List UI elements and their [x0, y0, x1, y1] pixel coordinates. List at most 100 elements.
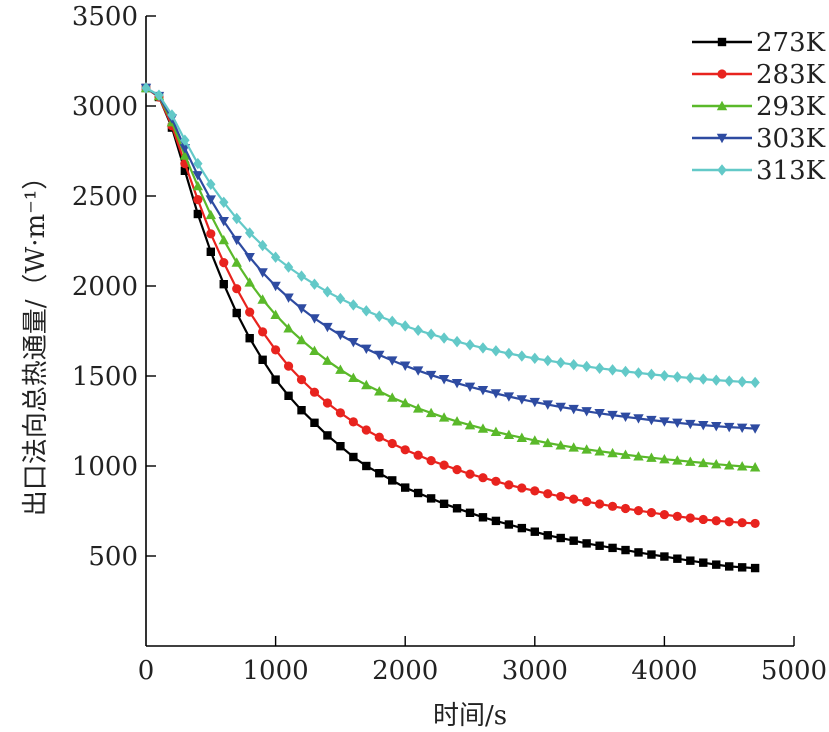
data-point	[296, 304, 307, 314]
data-point	[633, 506, 644, 516]
data-point	[322, 322, 333, 333]
data-point	[465, 469, 475, 479]
data-point	[464, 382, 476, 392]
legend-label: 303K	[756, 124, 826, 154]
data-point	[374, 386, 385, 396]
x-tick-label: 0	[138, 656, 155, 686]
data-point	[374, 310, 384, 322]
x-tick-label: 3000	[502, 656, 568, 686]
data-point	[244, 253, 255, 263]
data-point	[646, 508, 657, 518]
data-point	[218, 234, 229, 245]
data-point	[504, 520, 514, 529]
data-point	[231, 235, 242, 246]
series-313K	[141, 82, 760, 389]
data-point	[556, 356, 566, 369]
data-point	[232, 284, 242, 294]
data-point	[322, 286, 333, 298]
data-point	[374, 350, 385, 361]
data-point	[555, 402, 566, 413]
data-point	[205, 195, 216, 205]
data-point	[711, 422, 722, 432]
data-point	[516, 432, 528, 442]
data-point	[647, 550, 656, 559]
data-point	[309, 345, 320, 355]
data-point	[478, 342, 488, 354]
data-point	[206, 229, 216, 239]
data-point	[672, 371, 683, 383]
data-point	[219, 258, 229, 268]
data-point	[309, 278, 320, 290]
data-point	[335, 408, 345, 418]
data-point	[412, 403, 424, 413]
data-point	[349, 452, 358, 462]
data-point	[412, 366, 424, 376]
data-point	[685, 513, 695, 523]
data-point	[283, 361, 294, 371]
data-point	[750, 518, 760, 529]
data-point	[141, 82, 151, 94]
y-tick-label: 3500	[72, 2, 138, 32]
data-point	[296, 270, 307, 282]
legend-label: 313K	[756, 156, 826, 186]
x-tick-label: 2000	[372, 656, 438, 686]
data-point	[244, 277, 255, 287]
data-point	[736, 461, 748, 471]
data-point	[620, 412, 631, 423]
data-point	[607, 410, 618, 421]
data-point	[309, 314, 320, 324]
data-point	[517, 523, 527, 533]
data-point	[296, 375, 307, 385]
data-point	[633, 367, 644, 379]
data-point	[284, 391, 293, 400]
data-point	[362, 461, 371, 471]
data-point	[348, 372, 359, 382]
data-point	[594, 362, 605, 374]
data-point	[323, 431, 332, 440]
data-point	[620, 503, 631, 514]
data-point	[465, 339, 475, 351]
data-point	[659, 369, 670, 382]
data-point	[517, 483, 527, 493]
series-273K	[141, 83, 760, 573]
data-point	[425, 407, 437, 418]
data-point	[556, 533, 565, 543]
data-point	[400, 445, 410, 455]
data-point	[232, 212, 242, 225]
data-point	[672, 455, 683, 465]
axes: 0 1000 2000 3000 4000 5000 500 1000 1500 2000 2500…	[72, 2, 827, 686]
data-point	[232, 308, 241, 318]
data-point	[477, 386, 489, 396]
data-point	[452, 465, 462, 475]
data-point	[685, 372, 696, 384]
legend-item: 283K	[692, 60, 826, 90]
data-point	[361, 305, 372, 317]
data-point	[685, 419, 696, 430]
data-point	[452, 504, 462, 513]
data-point	[724, 460, 735, 470]
data-point	[620, 449, 631, 459]
data-point	[375, 469, 384, 478]
data-point	[400, 397, 411, 408]
y-tick-label: 500	[88, 542, 138, 572]
data-point	[517, 350, 527, 362]
data-point	[218, 217, 229, 227]
data-point	[361, 344, 372, 355]
data-point	[192, 180, 204, 191]
x-tick-label: 5000	[761, 656, 827, 686]
data-point	[568, 358, 579, 371]
data-point	[503, 429, 515, 440]
x-tick-label: 4000	[631, 656, 697, 686]
data-point	[737, 376, 747, 388]
data-point	[425, 370, 437, 381]
data-point	[711, 459, 722, 469]
data-point	[283, 323, 294, 333]
x-tick-label: 1000	[243, 656, 309, 686]
data-point	[245, 334, 254, 343]
data-point	[737, 563, 747, 572]
x-axis-title: 时间/s	[433, 701, 507, 731]
data-point	[712, 560, 721, 569]
data-point	[672, 418, 683, 428]
data-point	[310, 418, 319, 427]
data-point	[438, 412, 450, 422]
